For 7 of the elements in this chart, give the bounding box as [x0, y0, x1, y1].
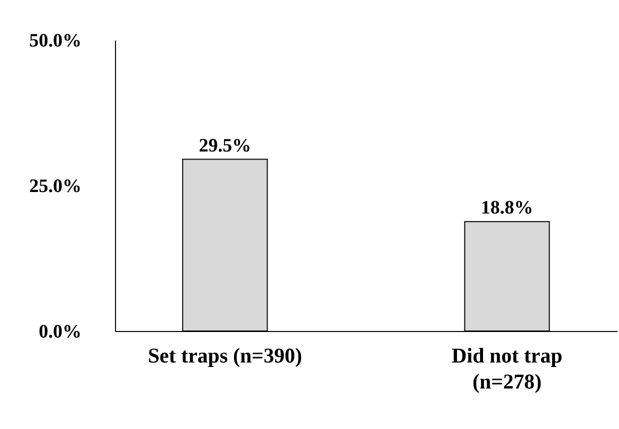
data-label: 18.8%: [480, 198, 534, 219]
y-tick-label: 0.0%: [38, 322, 82, 342]
y-tick-label: 25.0%: [29, 176, 82, 197]
x-tick-label: Did not trap (n=278): [452, 344, 562, 394]
x-tick-label: Set traps (n=390): [148, 344, 302, 368]
data-label: 29.5%: [198, 135, 252, 156]
y-tick-label: 50.0%: [29, 30, 82, 52]
